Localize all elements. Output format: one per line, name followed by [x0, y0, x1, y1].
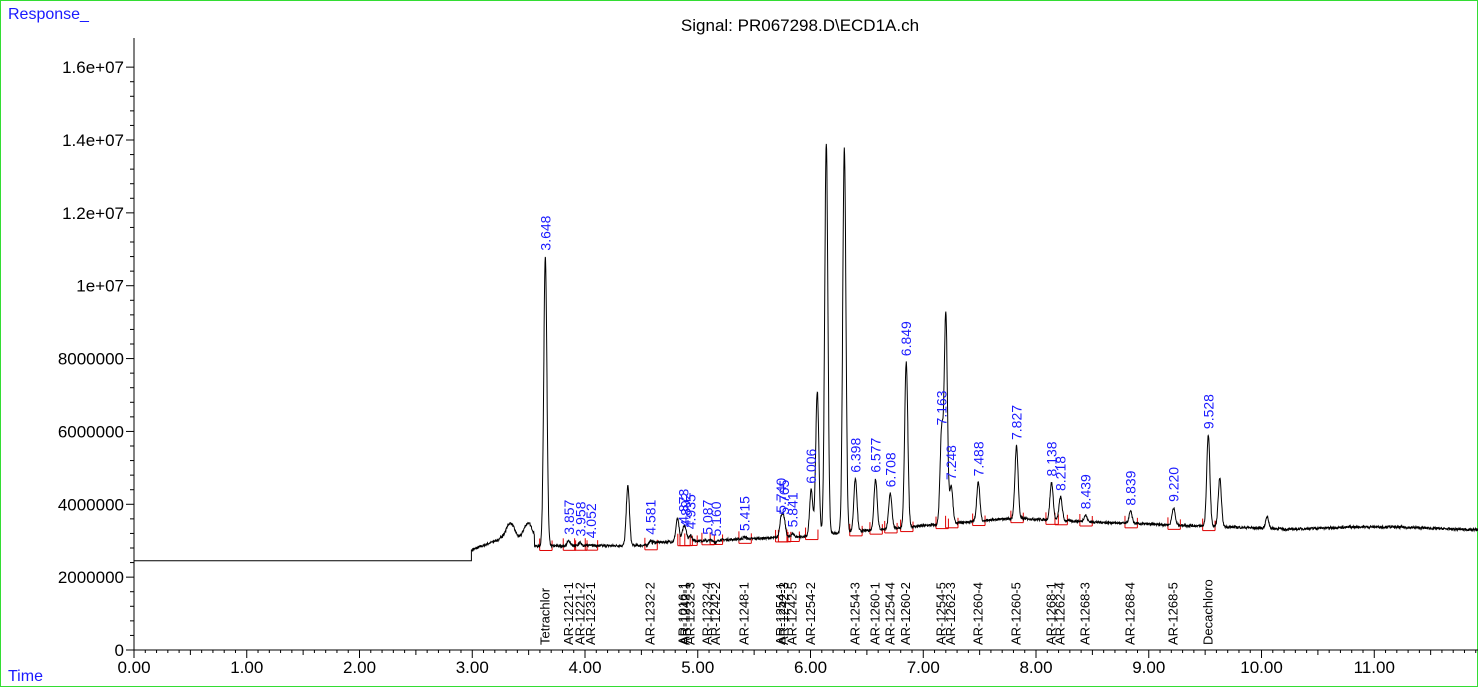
- compound-label: AR-1260-5: [1009, 582, 1024, 645]
- compound-label: AR-1242-1: [678, 582, 693, 645]
- x-tick-label: 1.00: [230, 658, 263, 677]
- compound-label: AR-1268-5: [1166, 582, 1181, 645]
- compound-label: AR-1254-3: [847, 582, 862, 645]
- signal-trace: [134, 143, 1478, 562]
- compound-label: AR-1254-5: [934, 582, 949, 645]
- peak-rt-label: 6.577: [868, 438, 884, 473]
- x-tick-label: 11.00: [1354, 658, 1395, 677]
- compound-label: AR-1254-2: [803, 582, 818, 645]
- x-tick-label: 5.00: [681, 658, 714, 677]
- x-tick-label: 0.00: [117, 658, 150, 677]
- chart-title: Signal: PR067298.D\ECD1A.ch: [680, 16, 920, 35]
- peak-rt-label: 8.138: [1044, 441, 1060, 476]
- y-tick-label: 1.4e+07: [62, 131, 124, 150]
- peak-rt-label: 7.488: [970, 441, 986, 476]
- compound-label: AR-1232-2: [643, 582, 658, 645]
- y-axis-title: Response_: [8, 6, 89, 23]
- compound-label: AR-1254-4: [882, 582, 897, 645]
- peak-rt-label: 9.220: [1166, 467, 1182, 502]
- y-tick-label: 6000000: [58, 422, 124, 441]
- peak-rt-label: 7.248: [943, 445, 959, 480]
- compound-label: AR-1232-4: [700, 582, 715, 645]
- peak-rt-label: 3.958: [572, 501, 588, 536]
- compound-label: AR-1016-1: [675, 582, 690, 645]
- compound-label: AR-1260-4: [970, 582, 985, 645]
- peak-rt-label: 5.087: [700, 499, 716, 534]
- peak-rt-label: 9.528: [1200, 394, 1216, 429]
- peak-rt-label: 6.398: [847, 438, 863, 473]
- peak-rt-label: 4.892: [678, 492, 694, 527]
- peak-rt-label: 5.841: [785, 492, 801, 527]
- x-tick-label: 8.00: [1019, 658, 1052, 677]
- x-tick-label: 10.00: [1240, 658, 1283, 677]
- peak-rt-label: 8.839: [1123, 470, 1139, 505]
- peak-rt-label: 7.827: [1009, 405, 1025, 440]
- peak-rt-label: 5.740: [773, 478, 789, 513]
- y-tick-label: 2000000: [58, 568, 124, 587]
- y-tick-label: 1e+07: [76, 277, 124, 296]
- compound-label: AR-1268-4: [1123, 582, 1138, 645]
- compound-label: AR-1248-1: [737, 582, 752, 645]
- peak-rt-label: 5.160: [708, 501, 724, 536]
- x-tick-label: 2.00: [343, 658, 376, 677]
- peak-rt-label: 7.163: [934, 390, 950, 425]
- compound-label: Tetrachlor: [537, 587, 552, 645]
- peak-rt-label: 5.415: [737, 496, 753, 531]
- integration-marks-group: [539, 510, 1216, 551]
- peak-rt-label: 6.849: [898, 321, 914, 356]
- y-tick-label: 1.2e+07: [62, 204, 124, 223]
- axes-group: 0.00 1.00 2.00 3.00 4.00 5.00 6.00 7.00 8.00 9.00…: [58, 38, 1478, 677]
- compound-label: Decachloro: [1200, 579, 1215, 645]
- peak-rt-label: 4.581: [643, 499, 659, 534]
- compound-label: AR-1260-2: [898, 582, 913, 645]
- x-axis-title: Time: [8, 668, 43, 685]
- y-tick-label: 4000000: [58, 495, 124, 514]
- compound-label: AR-1268-1: [1044, 582, 1059, 645]
- compound-label: AR-1254-1: [773, 582, 788, 645]
- x-tick-label: 9.00: [1132, 658, 1165, 677]
- compound-label: AR-1260-1: [868, 582, 883, 645]
- peak-rt-label: 8.218: [1053, 456, 1069, 491]
- y-tick-label: 1.6e+07: [62, 58, 124, 77]
- x-tick-label: 4.00: [568, 658, 601, 677]
- compound-label: AR-1242-2: [708, 582, 723, 645]
- x-tick-label: 7.00: [907, 658, 940, 677]
- compound-label: AR-1242-5: [785, 582, 800, 645]
- y-tick-label: 0: [115, 641, 124, 660]
- compound-label: AR-1232-1: [583, 582, 598, 645]
- compound-label: AR-1268-3: [1078, 582, 1093, 645]
- peak-rt-label: 4.935: [682, 494, 698, 529]
- x-tick-label: 6.00: [794, 658, 827, 677]
- peak-rt-label: 6.708: [882, 452, 898, 487]
- peak-rt-label: 8.439: [1078, 474, 1094, 509]
- compound-label: AR-1262-4: [1053, 582, 1068, 645]
- peak-rt-label: 3.648: [537, 215, 553, 250]
- peak-rt-label: 4.873: [675, 489, 691, 524]
- compound-label: AR-1242-3: [776, 582, 791, 645]
- compound-label: AR-1221-1: [561, 582, 576, 645]
- compound-labels-group: Tetrachlor AR-1221-1AR-1221-2AR-1232-1 AR-…: [537, 579, 1215, 645]
- compound-label: AR-1232-3: [682, 582, 697, 645]
- peak-rt-label: 5.765: [776, 479, 792, 514]
- peak-rt-label: 6.006: [803, 448, 819, 483]
- y-tick-label: 8000000: [58, 350, 124, 369]
- peak-rt-label: 3.857: [561, 499, 577, 534]
- x-tick-label: 3.00: [456, 658, 489, 677]
- compound-label: AR-1262-3: [943, 582, 958, 645]
- peak-rt-label: 4.052: [583, 503, 599, 538]
- compound-label: AR-1221-2: [572, 582, 587, 645]
